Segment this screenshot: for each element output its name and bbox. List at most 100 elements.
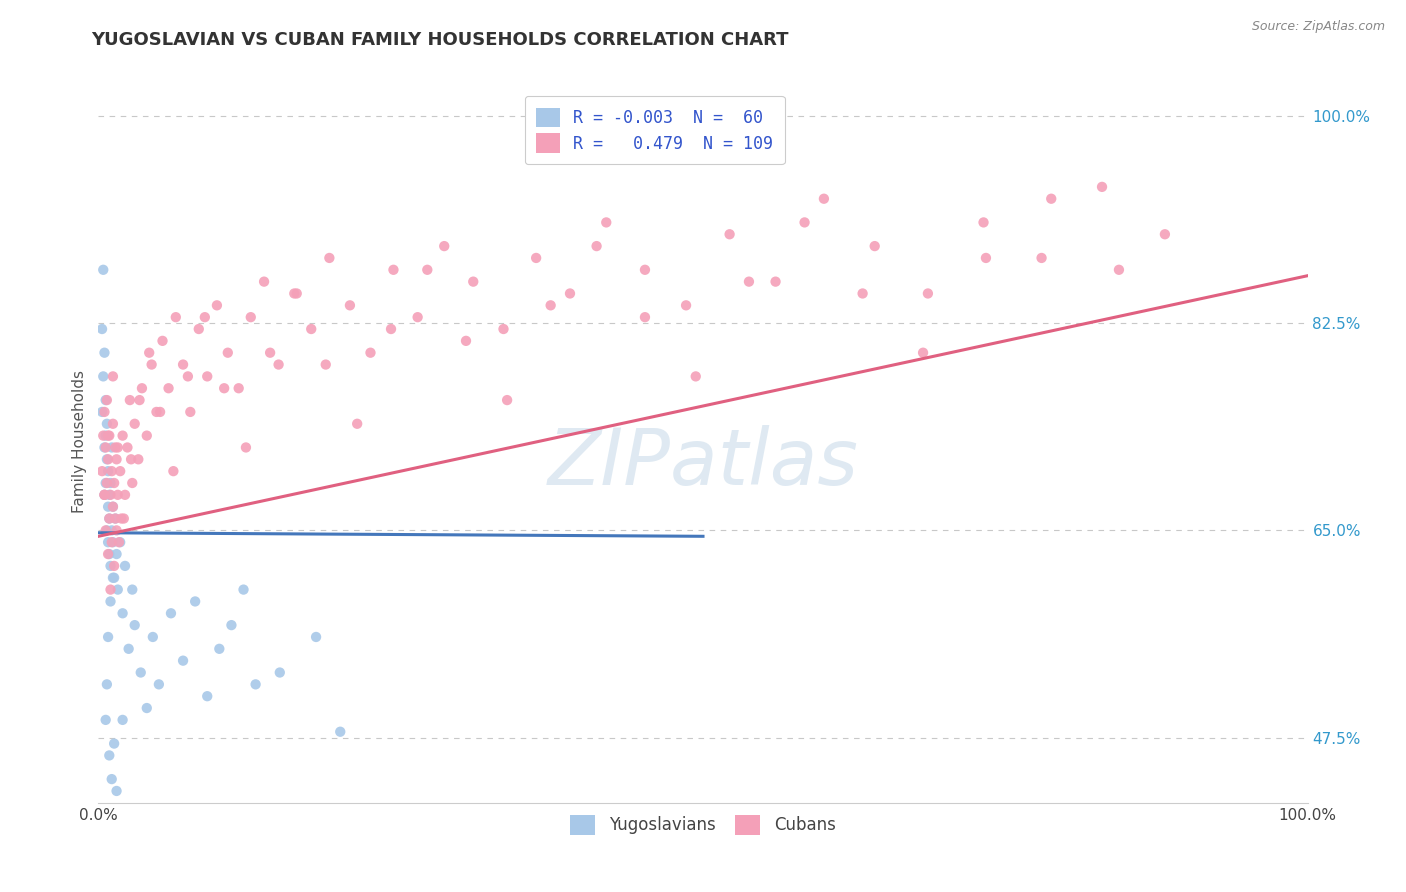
- Point: [105, 784, 128, 798]
- Point: [524, 251, 547, 265]
- Point: [496, 393, 519, 408]
- Point: [360, 345, 382, 359]
- Point: [179, 405, 201, 419]
- Point: [172, 654, 194, 668]
- Point: [91, 262, 114, 277]
- Point: [105, 547, 128, 561]
- Point: [96, 677, 118, 691]
- Point: [101, 500, 124, 514]
- Point: [187, 322, 209, 336]
- Text: ZIPatlas: ZIPatlas: [547, 425, 859, 501]
- Point: [104, 441, 127, 455]
- Point: [107, 488, 129, 502]
- Point: [1108, 262, 1130, 277]
- Point: [128, 393, 150, 408]
- Point: [101, 500, 124, 514]
- Point: [114, 488, 136, 502]
- Point: [112, 511, 135, 525]
- Point: [595, 215, 617, 229]
- Point: [94, 393, 117, 408]
- Point: [135, 428, 157, 442]
- Point: [299, 322, 322, 336]
- Point: [305, 630, 328, 644]
- Text: Source: ZipAtlas.com: Source: ZipAtlas.com: [1251, 20, 1385, 33]
- Point: [100, 524, 122, 538]
- Point: [245, 677, 267, 691]
- Point: [96, 393, 118, 408]
- Point: [239, 310, 262, 325]
- Point: [104, 511, 127, 525]
- Point: [973, 215, 995, 229]
- Point: [93, 488, 115, 502]
- Point: [765, 275, 787, 289]
- Point: [120, 452, 142, 467]
- Point: [142, 630, 165, 644]
- Point: [91, 464, 114, 478]
- Point: [100, 558, 122, 573]
- Point: [205, 298, 228, 312]
- Point: [160, 607, 183, 621]
- Point: [283, 286, 305, 301]
- Legend: Yugoslavians, Cubans: Yugoslavians, Cubans: [561, 805, 845, 845]
- Point: [329, 724, 352, 739]
- Point: [738, 275, 761, 289]
- Point: [148, 677, 170, 691]
- Point: [100, 488, 122, 502]
- Point: [315, 358, 337, 372]
- Point: [195, 689, 218, 703]
- Point: [93, 488, 115, 502]
- Point: [103, 737, 125, 751]
- Point: [184, 594, 207, 608]
- Point: [912, 345, 935, 359]
- Point: [97, 428, 120, 442]
- Point: [98, 511, 121, 525]
- Point: [1040, 192, 1063, 206]
- Point: [141, 358, 163, 372]
- Point: [98, 511, 121, 525]
- Point: [172, 358, 194, 372]
- Point: [91, 405, 114, 419]
- Point: [103, 558, 125, 573]
- Point: [124, 618, 146, 632]
- Point: [152, 334, 174, 348]
- Point: [97, 452, 120, 467]
- Text: YUGOSLAVIAN VS CUBAN FAMILY HOUSEHOLDS CORRELATION CHART: YUGOSLAVIAN VS CUBAN FAMILY HOUSEHOLDS C…: [91, 31, 789, 49]
- Point: [416, 262, 439, 277]
- Point: [100, 441, 122, 455]
- Point: [97, 630, 120, 644]
- Point: [259, 345, 281, 359]
- Point: [93, 488, 115, 502]
- Point: [103, 571, 125, 585]
- Point: [1154, 227, 1177, 242]
- Point: [91, 369, 114, 384]
- Point: [135, 701, 157, 715]
- Point: [558, 286, 581, 301]
- Point: [267, 358, 290, 372]
- Point: [540, 298, 562, 312]
- Point: [685, 369, 707, 384]
- Point: [94, 475, 117, 490]
- Point: [94, 713, 117, 727]
- Point: [101, 369, 124, 384]
- Point: [129, 665, 152, 680]
- Point: [433, 239, 456, 253]
- Point: [339, 298, 361, 312]
- Point: [100, 594, 122, 608]
- Point: [94, 428, 117, 442]
- Point: [235, 441, 257, 455]
- Point: [813, 192, 835, 206]
- Point: [406, 310, 429, 325]
- Point: [103, 475, 125, 490]
- Point: [108, 535, 131, 549]
- Point: [318, 251, 340, 265]
- Point: [177, 369, 200, 384]
- Point: [114, 558, 136, 573]
- Y-axis label: Family Households: Family Households: [72, 370, 87, 513]
- Point: [492, 322, 515, 336]
- Point: [121, 475, 143, 490]
- Point: [96, 524, 118, 538]
- Point: [118, 641, 141, 656]
- Point: [93, 345, 115, 359]
- Point: [105, 452, 128, 467]
- Point: [117, 441, 139, 455]
